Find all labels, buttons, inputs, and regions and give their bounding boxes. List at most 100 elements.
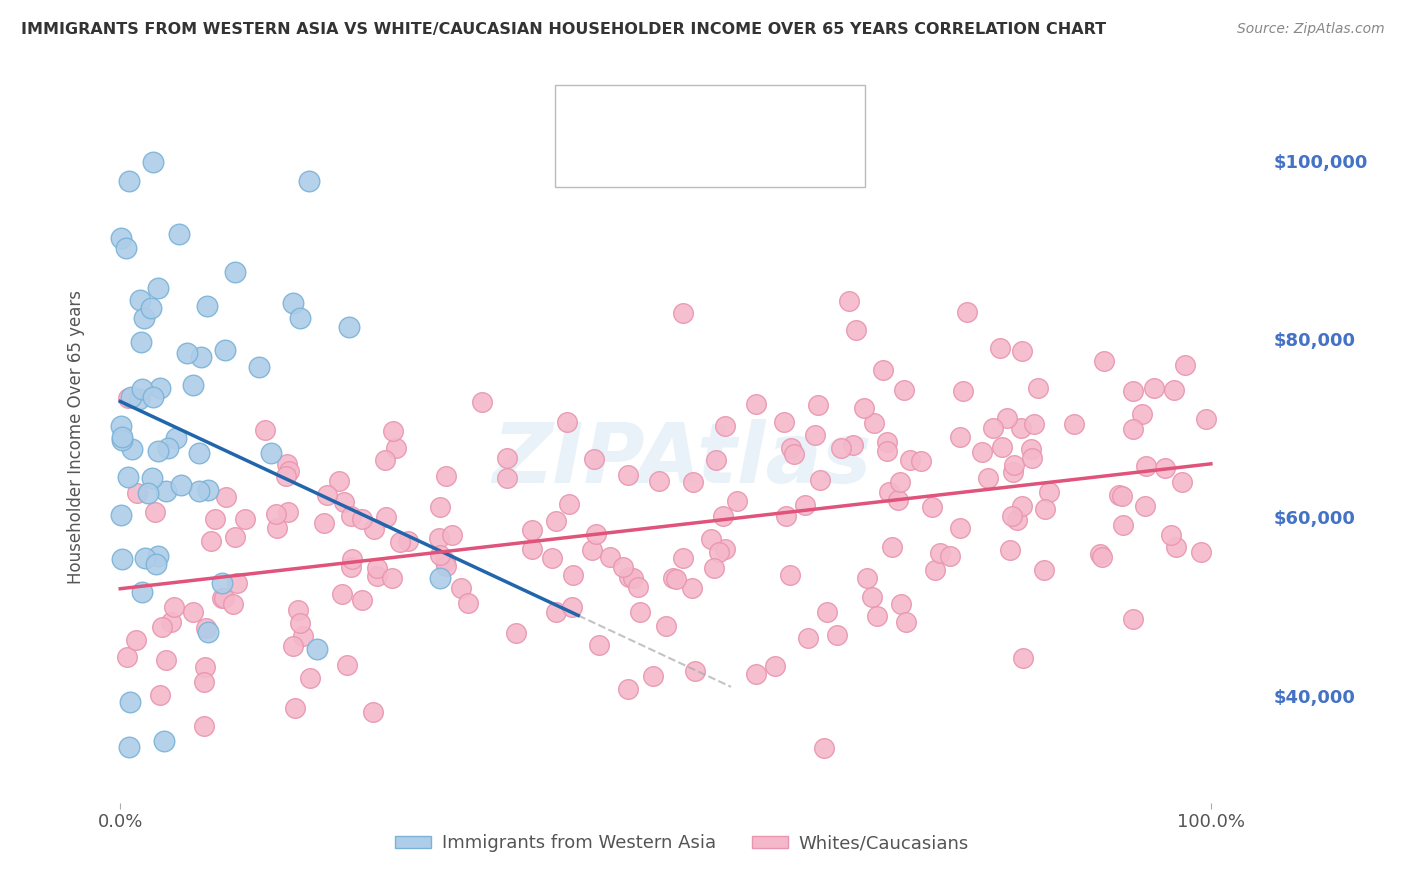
Point — [505, 625, 527, 640]
Point — [704, 453, 727, 467]
Point — [803, 428, 825, 442]
Point — [1154, 461, 1177, 475]
Point — [845, 323, 868, 337]
Point — [340, 508, 363, 523]
Point — [544, 605, 567, 619]
Point — [765, 659, 787, 673]
Point — [1174, 358, 1197, 372]
Point — [988, 341, 1011, 355]
Point — [1171, 475, 1194, 490]
Point — [124, 632, 146, 647]
Point — [260, 446, 283, 460]
Point — [617, 570, 640, 584]
Point — [617, 682, 640, 697]
Point — [148, 549, 170, 563]
Point — [1189, 545, 1212, 559]
Point — [1026, 381, 1049, 395]
Point — [780, 441, 803, 455]
Point — [117, 469, 139, 483]
Point — [337, 320, 360, 334]
Point — [815, 605, 838, 619]
Point — [384, 441, 406, 455]
Point — [434, 469, 457, 483]
Text: R =: R = — [617, 150, 657, 168]
Point — [222, 598, 245, 612]
Point — [150, 619, 173, 633]
Point — [283, 296, 305, 310]
Point — [114, 241, 136, 255]
Point — [111, 551, 134, 566]
Point — [284, 701, 307, 715]
Point — [128, 392, 150, 406]
Point — [779, 568, 801, 582]
Point — [711, 509, 734, 524]
Point — [621, 571, 644, 585]
Point — [193, 675, 215, 690]
Point — [471, 395, 494, 409]
Point — [648, 474, 671, 488]
Point — [830, 441, 852, 455]
Point — [225, 575, 247, 590]
Point — [307, 642, 329, 657]
Point — [939, 549, 962, 563]
Point — [714, 418, 737, 433]
Point — [1000, 542, 1022, 557]
Point — [876, 444, 898, 458]
Point — [838, 293, 860, 308]
Point — [215, 491, 238, 505]
Point — [745, 396, 768, 410]
Point — [1022, 417, 1045, 432]
Point — [111, 434, 134, 448]
Point — [856, 571, 879, 585]
Point — [328, 475, 350, 489]
Point — [197, 624, 219, 639]
Point — [118, 174, 141, 188]
Point — [860, 590, 883, 604]
Point — [890, 598, 912, 612]
Point — [188, 484, 211, 499]
Point — [340, 560, 363, 574]
Point — [641, 669, 664, 683]
Point — [665, 572, 688, 586]
Point — [628, 605, 651, 619]
Point — [1091, 550, 1114, 565]
Point — [745, 666, 768, 681]
Point — [363, 522, 385, 536]
Point — [496, 450, 519, 465]
Point — [111, 430, 134, 444]
Point — [350, 593, 373, 607]
Point — [681, 581, 703, 595]
Point — [709, 545, 731, 559]
Point — [910, 454, 932, 468]
Point — [440, 527, 463, 541]
Point — [995, 410, 1018, 425]
Point — [1012, 651, 1035, 665]
Point — [291, 629, 314, 643]
Point — [110, 231, 132, 245]
Point — [703, 561, 725, 575]
Point — [142, 390, 165, 404]
Point — [167, 227, 190, 242]
Point — [145, 557, 167, 571]
Point — [1033, 563, 1056, 577]
Point — [298, 174, 321, 188]
Point — [956, 305, 979, 319]
Point — [381, 571, 404, 585]
Point — [266, 521, 288, 535]
Point — [194, 660, 217, 674]
Point — [142, 155, 165, 169]
Text: IMMIGRANTS FROM WESTERN ASIA VS WHITE/CAUCASIAN HOUSEHOLDER INCOME OVER 65 YEARS: IMMIGRANTS FROM WESTERN ASIA VS WHITE/CA… — [21, 22, 1107, 37]
Text: 55: 55 — [803, 103, 830, 122]
Point — [382, 424, 405, 438]
Point — [224, 530, 246, 544]
Point — [588, 638, 610, 652]
Point — [299, 671, 322, 685]
Point — [427, 532, 450, 546]
Point — [117, 650, 139, 665]
Point — [274, 469, 297, 483]
Point — [561, 599, 583, 614]
Point — [429, 500, 451, 515]
Point — [283, 639, 305, 653]
Point — [149, 688, 172, 702]
Point — [1195, 412, 1218, 426]
